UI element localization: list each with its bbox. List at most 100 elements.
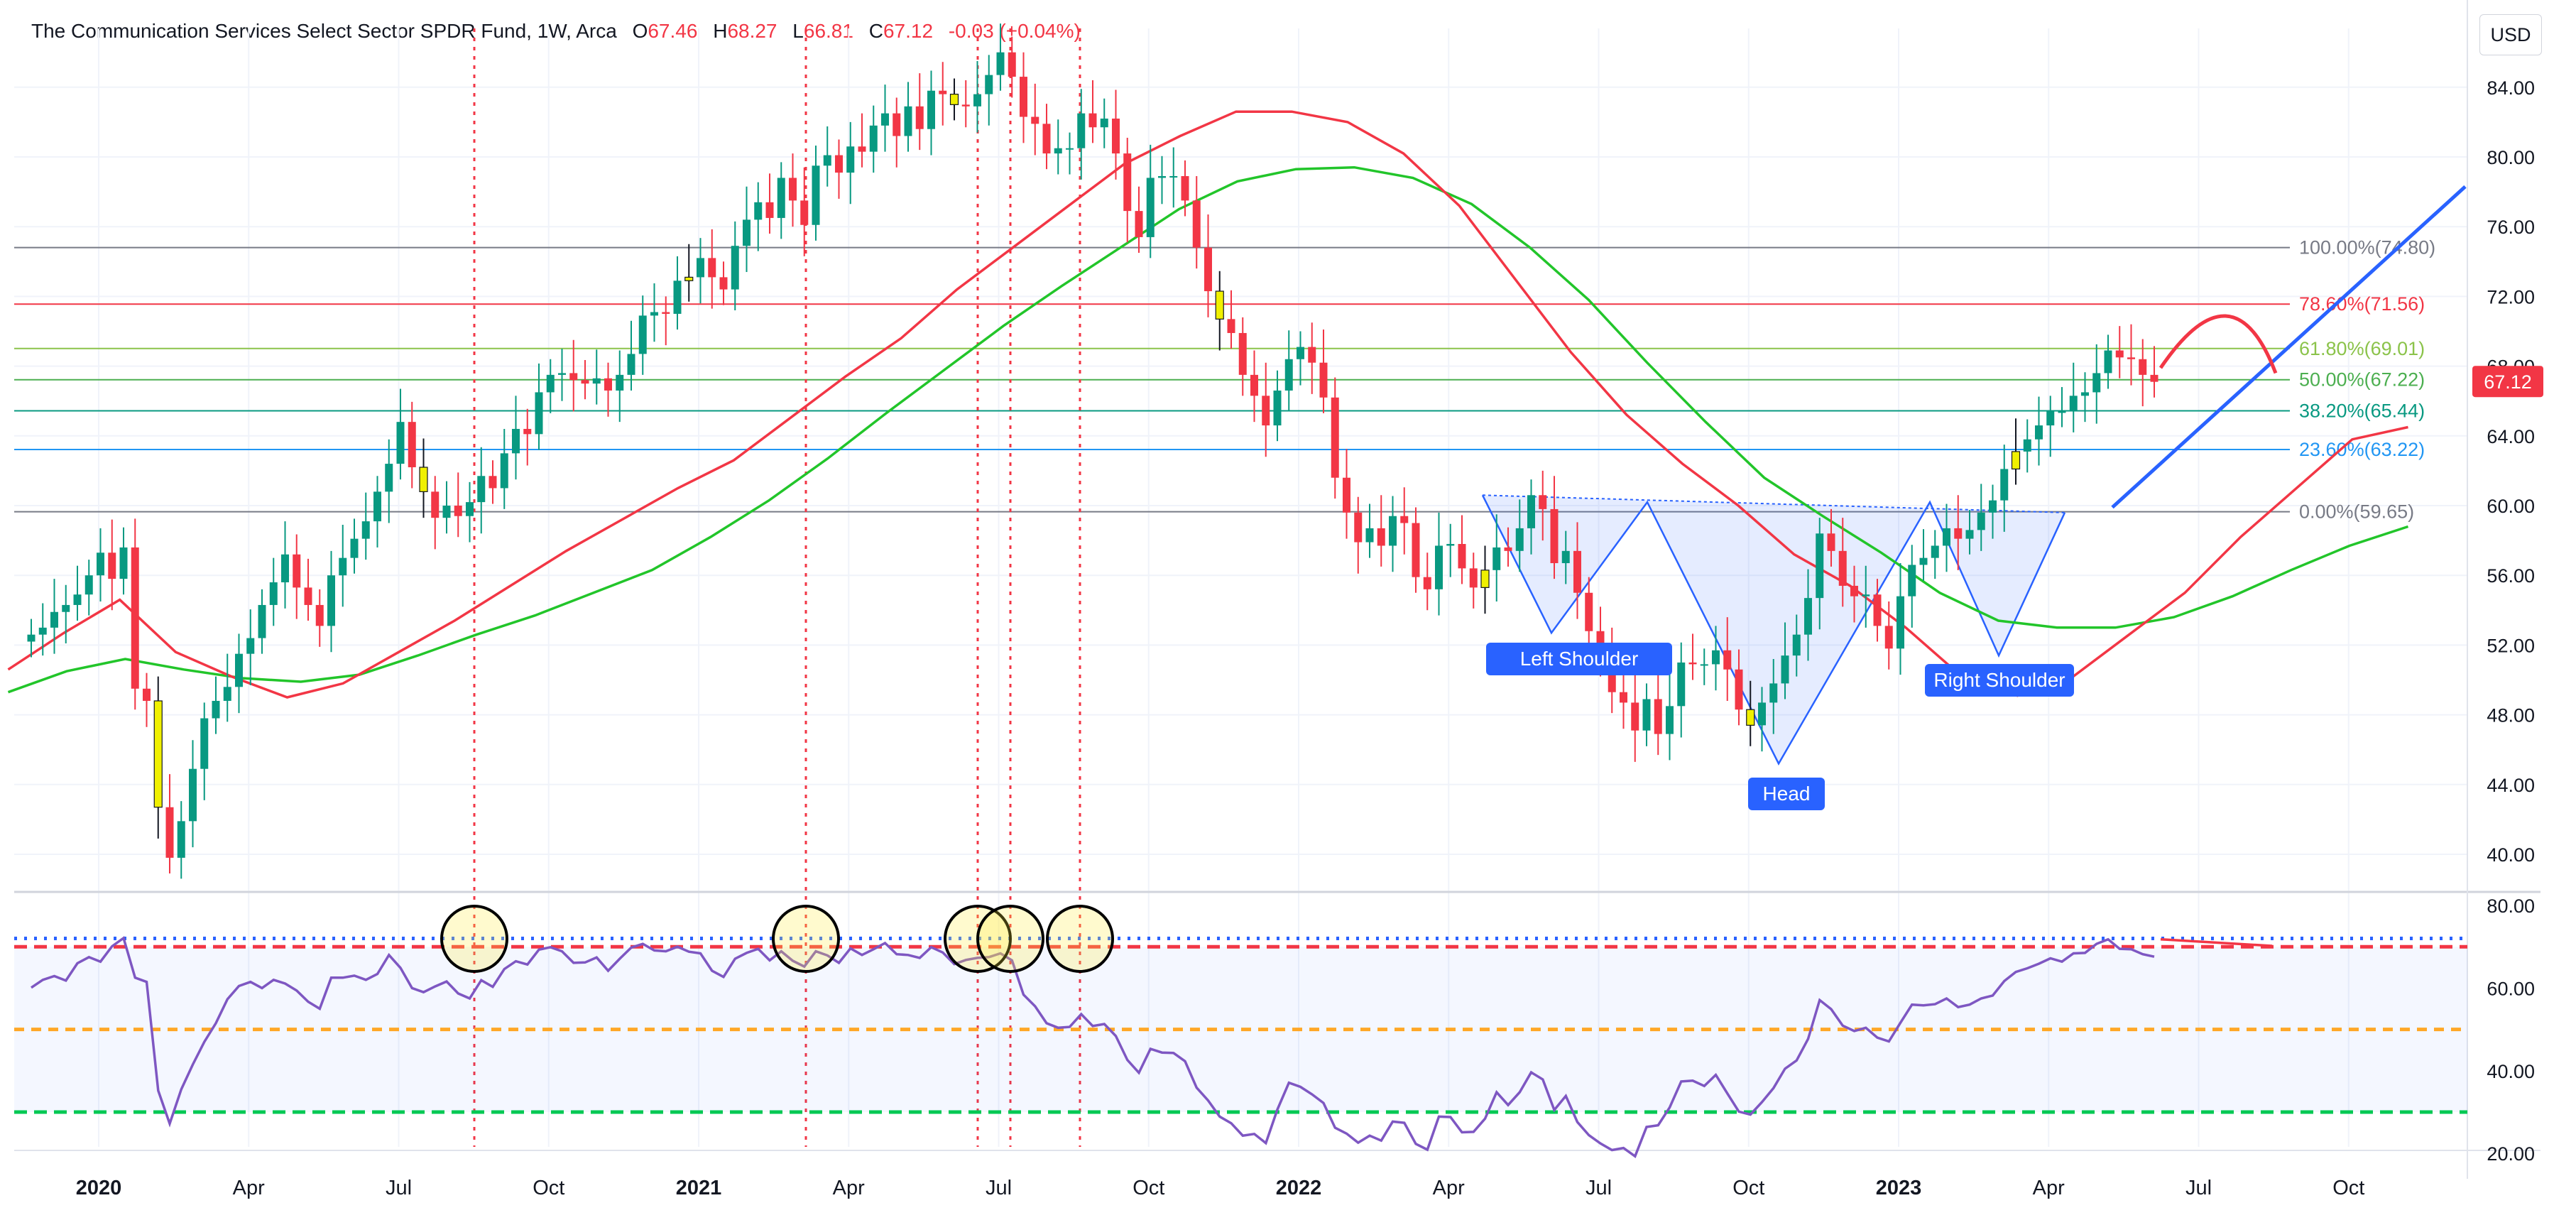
candle-body (1273, 390, 1282, 426)
candle-body (604, 378, 612, 391)
candle-body (1423, 577, 1431, 589)
candle-body (869, 125, 878, 152)
candle-body (408, 422, 416, 467)
time-axis-label: 2020 (76, 1177, 122, 1199)
currency-button[interactable]: USD (2479, 14, 2542, 55)
low-label: L (792, 20, 804, 42)
candle-body (1746, 709, 1755, 726)
candle-body (2035, 425, 2043, 440)
candle-body (1123, 153, 1132, 212)
candle-body (223, 687, 231, 701)
candle-body (1781, 655, 1789, 684)
candle-body (985, 75, 993, 94)
candle-body (189, 768, 197, 822)
candle-body (627, 354, 635, 375)
candle-body (823, 155, 831, 166)
candle-body (235, 653, 243, 687)
price-axis: 84.0080.0076.0072.0068.0064.0060.0056.00… (2472, 77, 2543, 1165)
candle-body (1666, 706, 1674, 734)
pattern-label-bg (1748, 778, 1825, 810)
candle-body (1573, 550, 1581, 593)
candle-body (97, 552, 104, 576)
candle-body (1389, 516, 1397, 546)
price-axis-label: 60.00 (2487, 496, 2535, 517)
candle-body (535, 392, 543, 435)
candle-body (915, 106, 924, 129)
signal-highlight-circle (976, 905, 1044, 973)
time-axis-label: 2022 (1276, 1177, 1322, 1199)
candle-body (1042, 124, 1051, 154)
last-price-badge: 67.12 (2484, 371, 2532, 393)
signal-highlight-circle (1046, 905, 1114, 973)
candle-body (293, 554, 301, 588)
candle-body (84, 575, 93, 595)
candle-body (1561, 550, 1570, 564)
candle-body (1158, 176, 1166, 178)
candle-body (1539, 495, 1547, 509)
candle-body (927, 90, 935, 129)
pattern-label-bg (1486, 643, 1672, 675)
candle-body (858, 146, 866, 152)
candle-body (1100, 118, 1108, 128)
candle-body (1135, 211, 1143, 237)
fib-level-label: 78.60%(71.56) (2299, 293, 2425, 315)
candle-body (1458, 544, 1466, 569)
candle-body (1331, 397, 1339, 478)
candle-body (396, 422, 405, 464)
time-axis-label: Apr (833, 1177, 865, 1199)
candle-body (2115, 350, 2124, 358)
candle-body (1354, 512, 1363, 543)
candle-body (1723, 650, 1732, 670)
candle-body (1204, 247, 1212, 292)
candle-body (1965, 530, 1974, 539)
candle-body (881, 113, 889, 126)
candle-body (1308, 347, 1316, 363)
time-axis-label: Apr (233, 1177, 265, 1199)
candle-body (650, 312, 658, 316)
candle-body (1954, 528, 1963, 539)
candle-body (546, 374, 555, 393)
candle-body (973, 94, 981, 107)
candle-body (1192, 200, 1201, 248)
candle-body (1319, 362, 1328, 398)
candle-body (961, 104, 970, 107)
fib-level-label: 0.00%(59.65) (2299, 501, 2414, 523)
open-label: O (632, 20, 648, 42)
candle-body (327, 575, 335, 626)
candle-body (119, 547, 128, 579)
candle-body (339, 557, 347, 576)
candle-body (743, 219, 751, 246)
candle-body (466, 502, 474, 516)
candle-body (177, 821, 185, 858)
candle-body (1284, 359, 1293, 391)
candle-body (1227, 319, 1235, 333)
candle-body (1908, 565, 1916, 597)
candle-body (1620, 692, 1627, 703)
candle-body (165, 807, 174, 858)
candle-body (1066, 148, 1074, 150)
candle-body (1088, 113, 1097, 128)
candlestick-series (27, 23, 2159, 879)
panel-separators (14, 0, 2540, 1179)
uptrend-line (2111, 185, 2467, 509)
candle-body (512, 428, 520, 454)
candle-body (1365, 528, 1374, 543)
candle-body (835, 155, 843, 173)
candle-body (2069, 396, 2078, 412)
last-price-badge-bg (2472, 366, 2543, 398)
candle-body (315, 604, 324, 626)
candle-body (27, 634, 36, 642)
candle-body (2150, 374, 2159, 382)
candle-body (1827, 533, 1835, 551)
candle-body (800, 200, 809, 225)
candle-body (500, 453, 508, 489)
candle-body (1792, 634, 1801, 656)
candle-body (442, 506, 451, 518)
pattern-labels: Left Shoulder Head Right Shoulder (1486, 643, 2074, 810)
candle-body (1469, 568, 1478, 588)
time-axis-label: Oct (2332, 1177, 2364, 1199)
candle-body (281, 554, 289, 583)
candle-body (558, 373, 566, 375)
candle-body (1838, 550, 1847, 586)
